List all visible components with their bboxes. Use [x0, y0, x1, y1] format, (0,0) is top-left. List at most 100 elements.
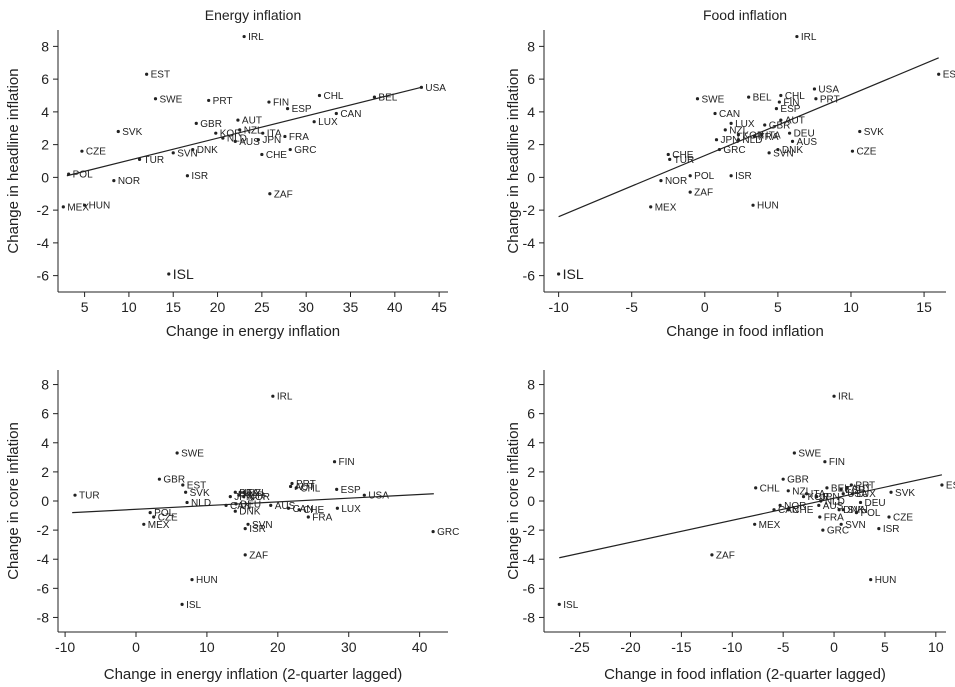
data-point — [940, 483, 944, 487]
data-point — [221, 136, 225, 140]
data-point — [812, 87, 817, 91]
data-point — [82, 203, 87, 207]
y-tick-label: -2 — [37, 522, 50, 538]
data-point — [557, 272, 561, 276]
data-point — [781, 477, 785, 481]
data-point-label: AUS — [797, 137, 818, 148]
data-point-label: FIN — [829, 457, 845, 468]
data-point — [792, 451, 796, 455]
x-tick-label: 20 — [270, 639, 286, 655]
data-point — [819, 499, 823, 503]
data-point — [267, 100, 271, 104]
y-tick-label: 0 — [41, 169, 49, 185]
x-tick-label: 5 — [774, 299, 782, 315]
data-point — [243, 553, 247, 557]
y-tick-label: -4 — [37, 235, 50, 251]
y-tick-label: -2 — [523, 522, 536, 538]
data-point-label: DEU — [240, 499, 261, 510]
data-point-label: CAN — [340, 109, 361, 120]
y-tick-label: 0 — [527, 493, 535, 509]
data-point-label: SWE — [181, 448, 204, 459]
data-point — [760, 133, 764, 137]
data-point-label: SVK — [895, 488, 915, 499]
data-point — [112, 179, 116, 183]
x-tick-label: 20 — [210, 299, 226, 315]
data-point — [858, 129, 862, 134]
y-tick-label: 2 — [527, 464, 535, 480]
data-point-label: SVK — [864, 127, 884, 138]
x-tick-label: -10 — [55, 639, 75, 655]
data-point-label: BEL — [753, 93, 772, 104]
data-point — [858, 500, 863, 505]
data-point-label: ISR — [191, 171, 208, 182]
data-point — [297, 508, 301, 512]
data-point — [214, 131, 218, 135]
data-point — [710, 553, 714, 557]
data-point — [889, 490, 893, 494]
data-point-label: ESP — [341, 485, 361, 496]
data-point-label: GBR — [787, 475, 809, 486]
data-point — [557, 602, 561, 606]
data-point — [666, 152, 670, 157]
data-point-label: AUT — [242, 116, 262, 127]
data-point — [695, 97, 700, 101]
y-axis-label: Change in headline inflation — [5, 68, 22, 253]
y-tick-label: -4 — [37, 551, 50, 567]
x-axis-label: Change in energy inflation — [166, 323, 340, 340]
data-point — [256, 138, 260, 142]
data-point — [285, 107, 290, 111]
chart-panel-1: 5 10 15 20 25 30 35 40 45 -6 -4 -2 0 2 4 6 8 Energy infla… — [5, 7, 448, 340]
data-point-label: JPN — [234, 492, 253, 503]
data-point-label: NOR — [784, 501, 806, 512]
data-point-label: AUT — [851, 483, 871, 494]
data-point-label: CHE — [672, 150, 693, 161]
data-point — [649, 205, 653, 209]
data-point-label: ZAF — [249, 550, 268, 561]
data-point — [207, 98, 211, 103]
data-point-label: PRT — [213, 96, 233, 107]
data-point — [288, 484, 293, 489]
data-point-label: USA — [425, 83, 446, 94]
data-point-label: CAN — [719, 109, 740, 120]
data-point — [736, 138, 741, 142]
data-point — [751, 203, 755, 207]
data-point — [332, 460, 337, 464]
data-point — [157, 477, 161, 481]
data-point-label: EST — [151, 70, 170, 81]
data-point-label: SWE — [798, 448, 821, 459]
data-point — [268, 192, 272, 196]
data-point-label: ISL — [173, 266, 194, 282]
data-point-label: NZL — [244, 125, 263, 136]
data-point-label: NZL — [729, 125, 748, 136]
data-point-label: ISL — [563, 266, 584, 282]
data-point-label: PRT — [820, 94, 840, 105]
data-point — [776, 147, 780, 152]
data-point-label: IRL — [838, 392, 854, 403]
data-point — [185, 500, 189, 505]
x-tick-label: 10 — [121, 299, 137, 315]
data-point-label: ITA — [766, 130, 781, 141]
data-point-label: IRL — [801, 32, 817, 43]
y-tick-label: -4 — [523, 551, 536, 567]
data-point — [790, 139, 795, 143]
x-tick-label: -25 — [570, 639, 590, 655]
data-point-label: GBR — [769, 120, 791, 131]
data-point-label: ESP — [292, 104, 312, 115]
data-point-label: AUS — [239, 137, 260, 148]
x-tick-label: 30 — [341, 639, 357, 655]
fit-line — [559, 474, 943, 559]
data-point — [837, 508, 841, 512]
data-point-label: CHE — [303, 505, 324, 516]
data-point-label: ESP — [845, 485, 865, 496]
data-point-label: POL — [154, 508, 174, 519]
fit-line — [72, 493, 434, 514]
x-tick-label: -5 — [625, 299, 638, 315]
x-tick-label: 15 — [165, 299, 181, 315]
y-tick-label: 8 — [41, 38, 49, 54]
data-point-label: CHE — [792, 505, 813, 516]
data-point-label: FRA — [312, 513, 332, 524]
data-point — [767, 151, 771, 155]
data-point-label: ISR — [883, 524, 900, 535]
data-point-label: ITA — [244, 488, 259, 499]
data-point — [659, 179, 663, 183]
